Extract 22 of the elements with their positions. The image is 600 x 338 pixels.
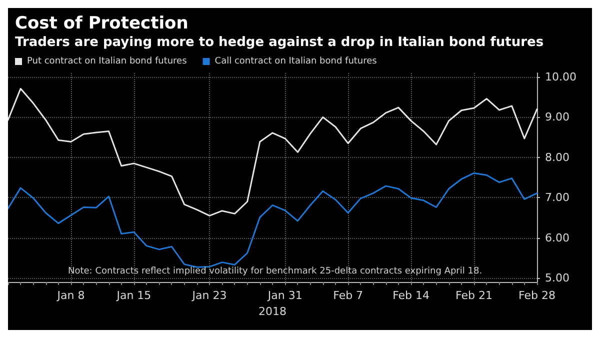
y-tick-label: 6.00 [545,231,570,244]
line-series [8,88,538,216]
x-tick-label: Jan 15 [116,289,152,302]
y-tick-label: 8.00 [545,150,570,164]
x-tick-label: Jan 8 [56,289,85,302]
x-axis-title: 2018 [258,304,286,318]
line-series [8,172,538,268]
chart-subtitle: Traders are paying more to hedge against a drop in Italian bond futures [15,35,544,50]
x-tick-label: Feb 21 [456,289,493,302]
legend-label: Put contract on Italian bond futures [27,56,188,66]
x-tick-label: Jan 23 [191,289,227,302]
x-tick-label: Feb 28 [518,289,556,302]
y-tick-label: 9.00 [545,110,570,124]
x-tick-label: Feb 7 [333,289,364,302]
x-tick-label: Feb 14 [392,289,430,302]
y-tick-label: 5.00 [545,271,570,284]
y-tick-label: 7.00 [545,191,570,204]
chart-title: Cost of Protection [15,14,188,34]
y-tick-label: 10.00 [545,70,576,84]
x-tick-label: Jan 31 [266,289,302,302]
legend-label: Call contract on Italian bond futures [214,56,378,66]
annotation: Note: Contracts reflect implied volatility for benchmark 25-delta contracts expiring April 18. [68,266,482,276]
